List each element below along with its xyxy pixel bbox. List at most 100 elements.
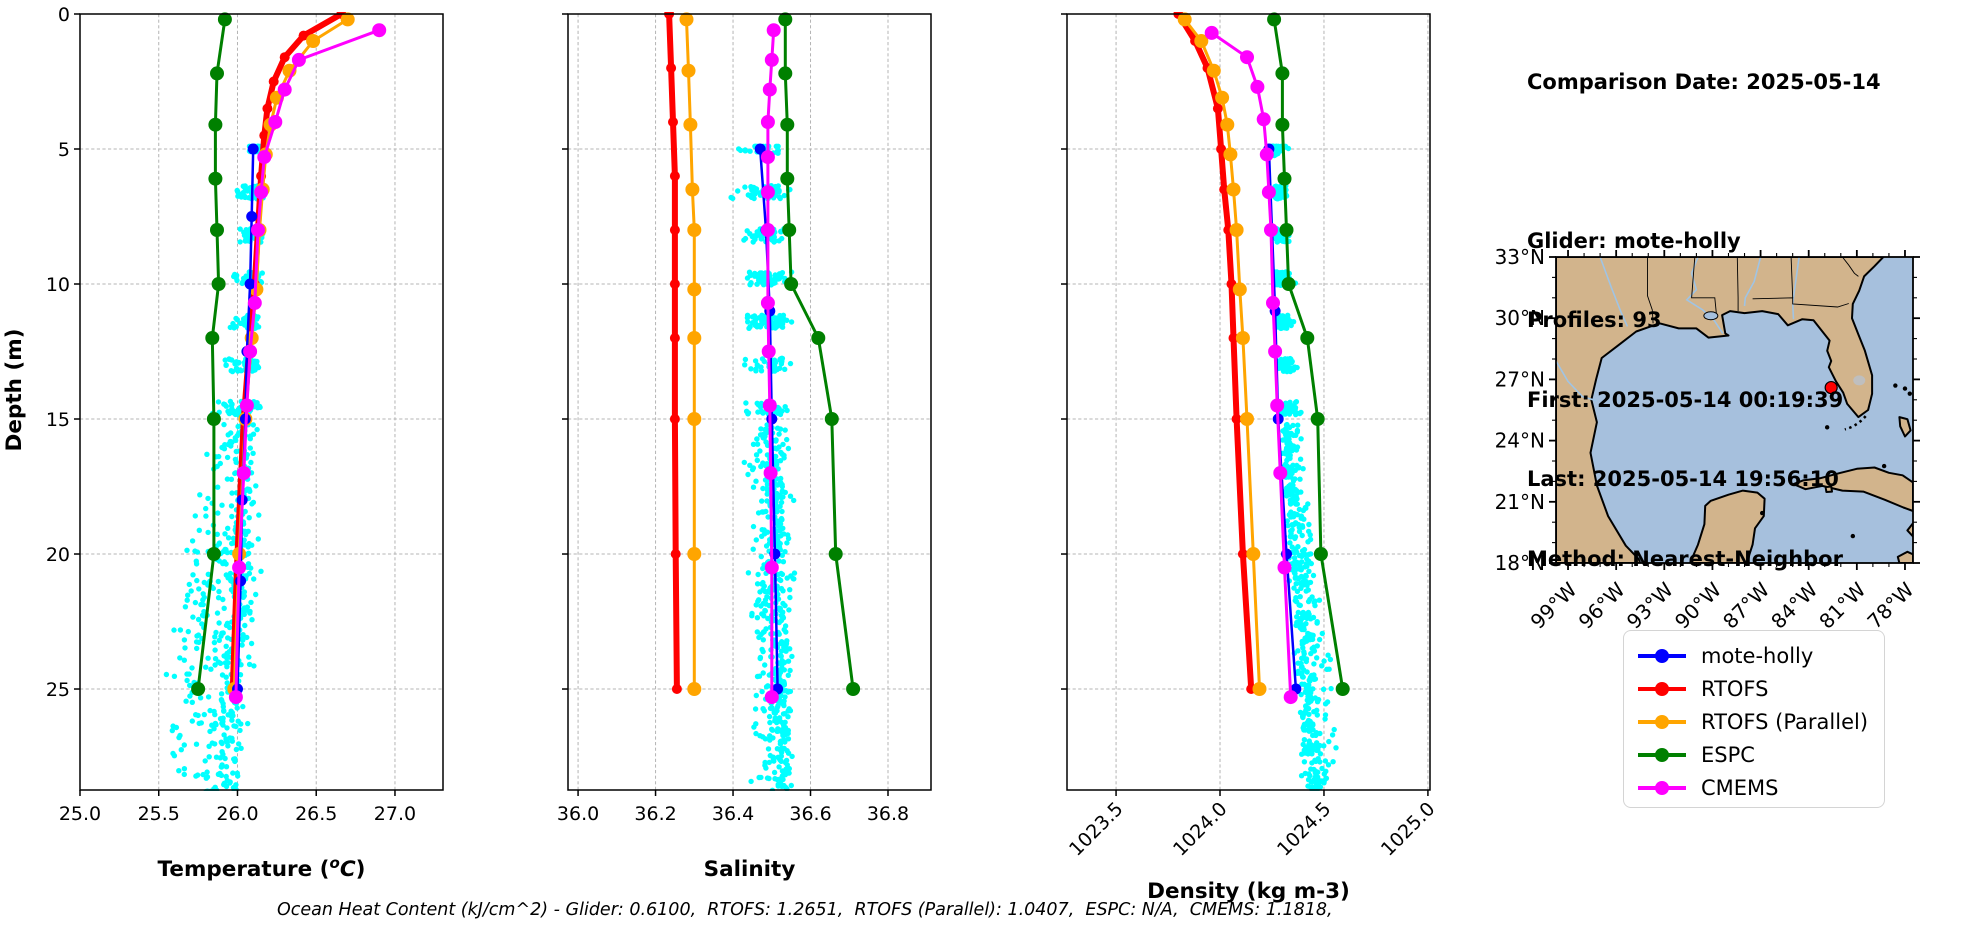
density-panel: 1023.5 1024.0 1024.5 1025.0 Density (kg m-3) — [1061, 12, 1440, 904]
legend-label-rtofs: RTOFS — [1701, 676, 1769, 701]
legend-swatch-cmems — [1638, 780, 1686, 795]
glider-scatter — [728, 143, 798, 791]
legend-label-espc: ESPC — [1701, 742, 1755, 767]
legend-label-mote-holly: mote-holly — [1701, 643, 1814, 668]
map-land-yucatan — [1689, 489, 1766, 563]
x-tick-label: 36.4 — [712, 803, 754, 825]
x-axis-label: Temperature (oC) — [158, 854, 366, 882]
x-axis-label: Salinity — [704, 857, 796, 882]
x-tick-label: 27.0 — [374, 803, 416, 825]
y-tick-label: 25 — [46, 679, 70, 701]
map-land-hispaniola — [1906, 522, 1913, 538]
y-tick-label: 10 — [46, 274, 70, 296]
legend-item-rtofs-parallel: RTOFS (Parallel) — [1638, 705, 1884, 738]
first-profile-time-text: First: 2025-05-14 00:19:39 — [1527, 387, 1844, 412]
series-rtofs-parallel — [1177, 12, 1267, 696]
x-tick-label: 25.0 — [59, 803, 101, 825]
axes-frame — [1066, 13, 1431, 791]
legend-label-cmems: CMEMS — [1701, 775, 1779, 800]
salinity-panel: 36.0 36.2 36.4 36.6 36.8 Salinity — [557, 12, 932, 882]
x-tick-label: 1024.5 — [1273, 798, 1336, 861]
map-lat-tick-label: 21°N — [1495, 490, 1545, 514]
x-tick-label: 1024.0 — [1169, 798, 1232, 861]
map-state-border — [1842, 257, 1859, 277]
legend-item-espc: ESPC — [1638, 738, 1884, 771]
legend-swatch-espc — [1638, 747, 1686, 762]
map-state-border — [1691, 257, 1717, 315]
x-tick-label: 1023.5 — [1065, 798, 1128, 861]
map-river — [1743, 257, 1762, 307]
info-panel: Comparison Date: 2025-05-14 Glider: mote… — [1527, 16, 1881, 625]
x-tick-label: 26.0 — [216, 803, 258, 825]
info-spacer — [1527, 149, 1881, 175]
series-cmems — [1204, 25, 1298, 705]
ocean-heat-content-footer: Ocean Heat Content (kJ/cm^2) - Glider: 0… — [277, 900, 1333, 920]
legend-item-cmems: CMEMS — [1638, 771, 1884, 804]
grid — [79, 13, 443, 790]
legend-label-rtofs-parallel: RTOFS (Parallel) — [1701, 709, 1869, 734]
profiles-count-text: Profiles: 93 — [1527, 308, 1662, 332]
series-cmems — [228, 23, 387, 705]
x-tick-label: 1025.0 — [1377, 798, 1440, 861]
map-lat-tick-label: 18°N — [1495, 551, 1545, 575]
map-river — [1685, 257, 1724, 334]
x-tick-label: 36.8 — [867, 803, 909, 825]
legend-swatch-mote-holly — [1638, 648, 1686, 663]
y-tick-label: 20 — [46, 544, 70, 566]
map-state-border — [1790, 257, 1794, 298]
map-land-cuba — [1792, 466, 1913, 512]
map-river — [1556, 360, 1598, 402]
glider-name-text: Glider: mote-holly — [1527, 228, 1741, 253]
legend-swatch-rtofs-parallel — [1638, 714, 1686, 729]
map-florida-keys — [1844, 415, 1867, 431]
glider-scatter — [1267, 143, 1339, 791]
legend: mote-holly RTOFS RTOFS (Parallel) ESPC C… — [1623, 630, 1885, 808]
legend-item-mote-holly: mote-holly — [1638, 639, 1884, 672]
y-tick-label: 15 — [46, 409, 70, 431]
map-lat-tick-label: 30°N — [1495, 306, 1545, 330]
map-land-jamaica — [1896, 550, 1913, 563]
map-state-border — [1736, 257, 1739, 312]
map-lat-tick-label: 27°N — [1495, 367, 1545, 391]
x-axis-label: Density (kg m-3) — [1147, 879, 1350, 904]
map-frame — [1555, 256, 1914, 564]
last-profile-time-text: Last: 2025-05-14 19:56:10 — [1527, 467, 1839, 491]
map-islet — [1824, 425, 1830, 430]
map-state-border — [1647, 257, 1654, 324]
map-islet — [1850, 533, 1856, 539]
map-islet — [1907, 391, 1912, 396]
series-espc — [1267, 12, 1350, 696]
y-tick-label: 0 — [58, 4, 70, 26]
series-espc — [191, 12, 232, 696]
legend-swatch-rtofs — [1638, 681, 1686, 696]
x-tick-label: 26.5 — [295, 803, 337, 825]
method-text: Method: Nearest-Neighbor — [1527, 546, 1843, 571]
comparison-date-text: Comparison Date: 2025-05-14 — [1527, 70, 1881, 94]
axes-frame — [567, 13, 932, 791]
map-lake-okeechobee — [1853, 375, 1866, 386]
axes-frame — [79, 13, 444, 791]
map-land-andros — [1898, 416, 1912, 438]
map-land-isla-juventud — [1824, 485, 1833, 493]
map-river — [1599, 257, 1629, 327]
series-rtofs-parallel — [679, 12, 702, 696]
glider-location-marker — [1824, 380, 1838, 395]
temperature-panel: 25.0 25.5 26.0 26.5 27.0 0 5 10 15 20 25 Temperatur… — [2, 4, 444, 882]
map-land-mainland — [1556, 257, 1885, 563]
legend-item-rtofs: RTOFS — [1638, 672, 1884, 705]
series-rtofs — [664, 12, 682, 694]
map-lake-pontchartrain — [1703, 311, 1719, 321]
x-tick-label: 36.2 — [634, 803, 676, 825]
y-axis-label: Depth (m) — [2, 329, 27, 452]
map-islet — [1759, 510, 1765, 516]
map-river — [1791, 257, 1800, 320]
x-tick-label: 25.5 — [138, 803, 180, 825]
y-tick-label: 5 — [58, 139, 70, 161]
map-lat-tick-label: 24°N — [1495, 429, 1545, 453]
series-cmems — [760, 23, 781, 705]
x-tick-label: 36.0 — [557, 803, 599, 825]
series-espc — [778, 12, 861, 696]
grid — [568, 13, 931, 790]
map-state-border — [1752, 297, 1849, 308]
